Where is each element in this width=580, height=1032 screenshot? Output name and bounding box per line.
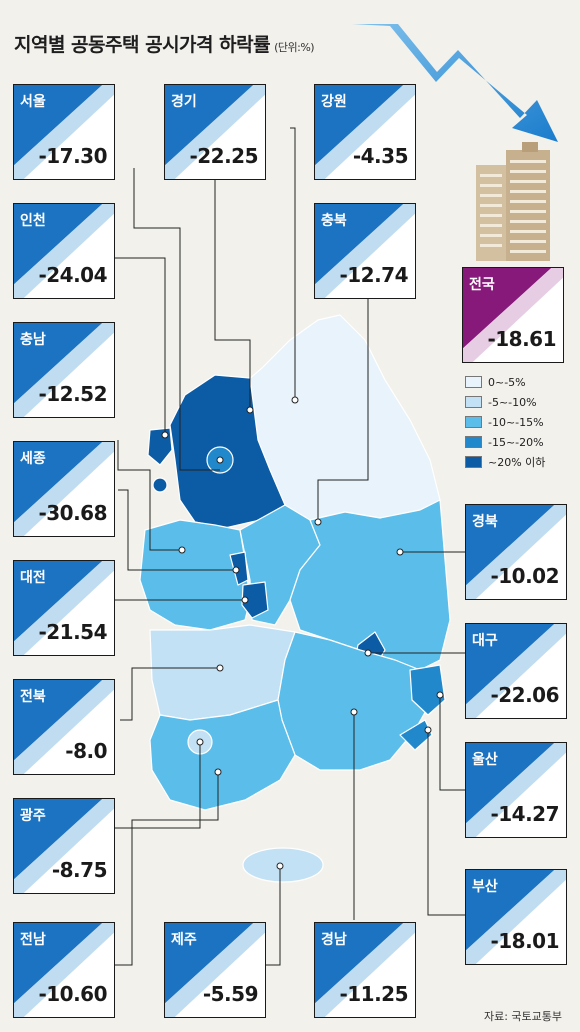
region-name: 제주 [171,932,197,948]
region-value: -18.61 [487,327,556,351]
region-card-daejeon: 대전 -21.54 [13,560,115,656]
region-name: 광주 [20,808,46,824]
legend-swatch [465,376,482,388]
map-legend: 0~-5% -5~-10% -10~-15% -15~-20% ~20% 이하 [465,372,545,472]
region-card-daegu: 대구 -22.06 [465,623,567,719]
region-name: 인천 [20,213,46,229]
region-card-jeonbuk: 전북 -8.0 [13,679,115,775]
region-name: 경기 [171,94,197,110]
title-text: 지역별 공동주택 공시가격 하락률 [14,34,271,56]
region-card-gangwon: 강원 -4.35 [314,84,416,180]
region-card-national: 전국 -18.61 [462,267,564,363]
region-card-sejong: 세종 -30.68 [13,441,115,537]
region-value: -4.35 [352,144,409,168]
region-value: -12.52 [38,382,107,406]
region-value: -10.02 [490,564,559,588]
apartment-building-icon [476,142,550,261]
region-value: -11.25 [339,982,408,1006]
region-name: 경남 [321,932,347,948]
region-name: 강원 [321,94,347,110]
legend-item: ~20% 이하 [465,452,545,472]
region-value: -8.0 [65,739,107,763]
region-value: -18.01 [490,929,559,953]
legend-item: -15~-20% [465,432,545,452]
chart-title: 지역별 공동주택 공시가격 하락률 (단위:%) [14,30,315,57]
region-card-chungbuk: 충북 -12.74 [314,203,416,299]
region-name: 전북 [20,689,46,705]
unit-label: (단위:%) [274,41,315,54]
region-card-gyeonggi: 경기 -22.25 [164,84,266,180]
region-card-jeju: 제주 -5.59 [164,922,266,1018]
legend-label: -10~-15% [488,415,544,429]
legend-swatch [465,436,482,448]
region-card-ulsan: 울산 -14.27 [465,742,567,838]
region-busan [399,719,433,751]
legend-label: -15~-20% [488,435,544,449]
region-value: -17.30 [38,144,107,168]
legend-swatch [465,416,482,428]
source-note: 자료: 국토교통부 [483,1010,562,1023]
region-value: -10.60 [38,982,107,1006]
region-name: 부산 [472,879,498,895]
region-value: -21.54 [38,620,107,644]
region-card-busan: 부산 -18.01 [465,869,567,965]
region-card-gwangju: 광주 -8.75 [13,798,115,894]
region-card-chungnam: 충남 -12.52 [13,322,115,418]
region-card-jeonnam: 전남 -10.60 [13,922,115,1018]
region-value: -5.59 [202,982,259,1006]
region-name: 대전 [20,570,46,586]
region-value: -24.04 [38,263,107,287]
region-name: 대구 [472,633,498,649]
legend-item: -5~-10% [465,392,545,412]
legend-item: 0~-5% [465,372,545,392]
region-card-incheon: 인천 -24.04 [13,203,115,299]
region-name: 경북 [472,514,498,530]
region-value: -8.75 [51,858,108,882]
region-card-gyeongbuk: 경북 -10.02 [465,504,567,600]
region-name: 울산 [472,752,498,768]
region-ulsan [409,664,446,716]
legend-item: -10~-15% [465,412,545,432]
legend-swatch [465,456,482,468]
region-name: 충북 [321,213,347,229]
region-card-gyeongnam: 경남 -11.25 [314,922,416,1018]
region-value: -22.25 [189,144,258,168]
region-value: -22.06 [490,683,559,707]
region-value: -30.68 [38,501,107,525]
region-name: 충남 [20,332,46,348]
region-name: 전국 [469,277,495,293]
region-value: -14.27 [490,802,559,826]
region-name: 전남 [20,932,46,948]
legend-label: 0~-5% [488,375,526,389]
region-value: -12.74 [339,263,408,287]
legend-label: ~20% 이하 [488,456,546,469]
legend-label: -5~-10% [488,395,537,409]
region-jeonnam [149,699,296,811]
region-card-seoul: 서울 -17.30 [13,84,115,180]
legend-swatch [465,396,482,408]
region-name: 서울 [20,94,46,110]
region-name: 세종 [20,451,46,467]
